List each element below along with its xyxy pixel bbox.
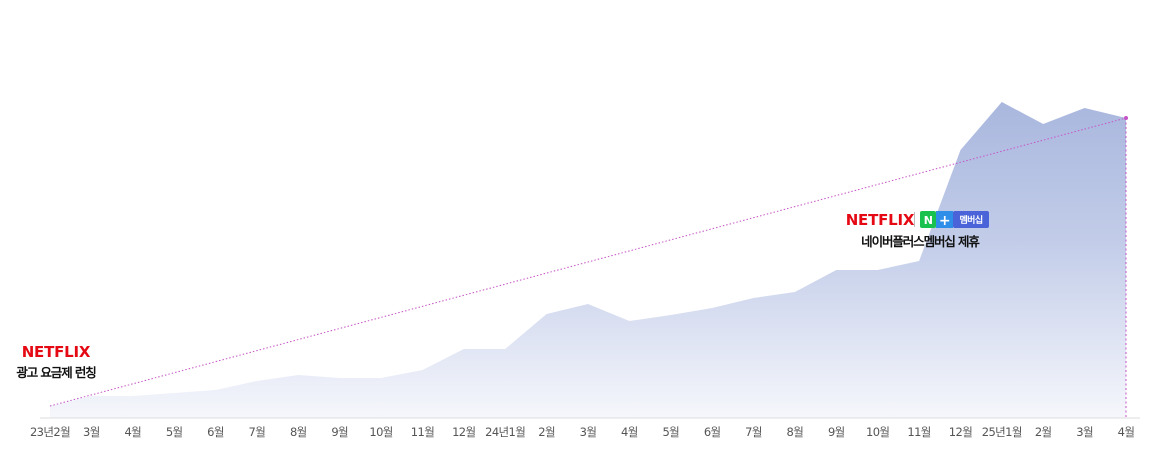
trend-line [49,117,1127,407]
x-tick-label: 25년1월 [982,425,1022,439]
x-tick-label: 9월 [828,425,845,439]
x-tick-label: 5월 [166,425,183,439]
area-series [50,102,1126,418]
x-tick-label: 4월 [1118,425,1135,439]
x-tick-label: 12월 [452,425,475,439]
x-tick-label: 12월 [949,425,972,439]
x-tick-label: 24년1월 [485,425,525,439]
naver-plus-badge: N + 멤버십 [920,211,989,229]
plus-icon [936,211,953,228]
netflix-logo: NETFLIX [22,343,91,361]
membership-tag-label: 멤버십 [959,214,982,226]
x-tick-label: 10월 [866,425,889,439]
annotation-ad-plan: NETFLIX 광고 요금제 런칭 [16,343,97,380]
x-tick-label: 3월 [1076,425,1093,439]
logo-divider [914,212,915,227]
naver-n-letter: N [924,214,933,227]
x-tick-label: 8월 [290,425,307,439]
x-tick-label: 3월 [580,425,597,439]
x-tick-label: 4월 [124,425,141,439]
x-tick-label: 5월 [662,425,679,439]
x-tick-label: 7월 [745,425,762,439]
plus-sign: + [939,213,950,229]
annotation-naver-partnership: NETFLIX N + 멤버십 네이버플러스멤버십 제휴 [846,211,989,249]
annotation-label: 네이버플러스멤버십 제휴 [861,234,980,249]
x-tick-label: 11월 [907,425,930,439]
x-tick-label: 6월 [704,425,721,439]
annotation-label: 광고 요금제 런칭 [16,365,96,380]
x-tick-label: 4월 [621,425,638,439]
x-tick-label: 9월 [331,425,348,439]
x-tick-label: 23년2월 [30,425,70,439]
x-tick-label: 2월 [538,425,555,439]
x-tick-label: 8월 [787,425,804,439]
x-tick-label: 3월 [83,425,100,439]
x-axis-ticks: 23년2월 3월 4월 5월 6월 7월 8월 9월 10월 11월 12월 24년1월 2월 3월 4월 5… [30,425,1135,439]
netflix-logo: NETFLIX [846,211,915,229]
x-tick-label: 2월 [1035,425,1052,439]
end-marker-dot [1124,116,1128,120]
x-tick-label: 10월 [369,425,392,439]
x-tick-label: 7월 [249,425,266,439]
membership-tag [953,211,989,228]
naver-n-icon [920,211,936,228]
x-tick-label: 11월 [411,425,434,439]
x-tick-label: 6월 [207,425,224,439]
